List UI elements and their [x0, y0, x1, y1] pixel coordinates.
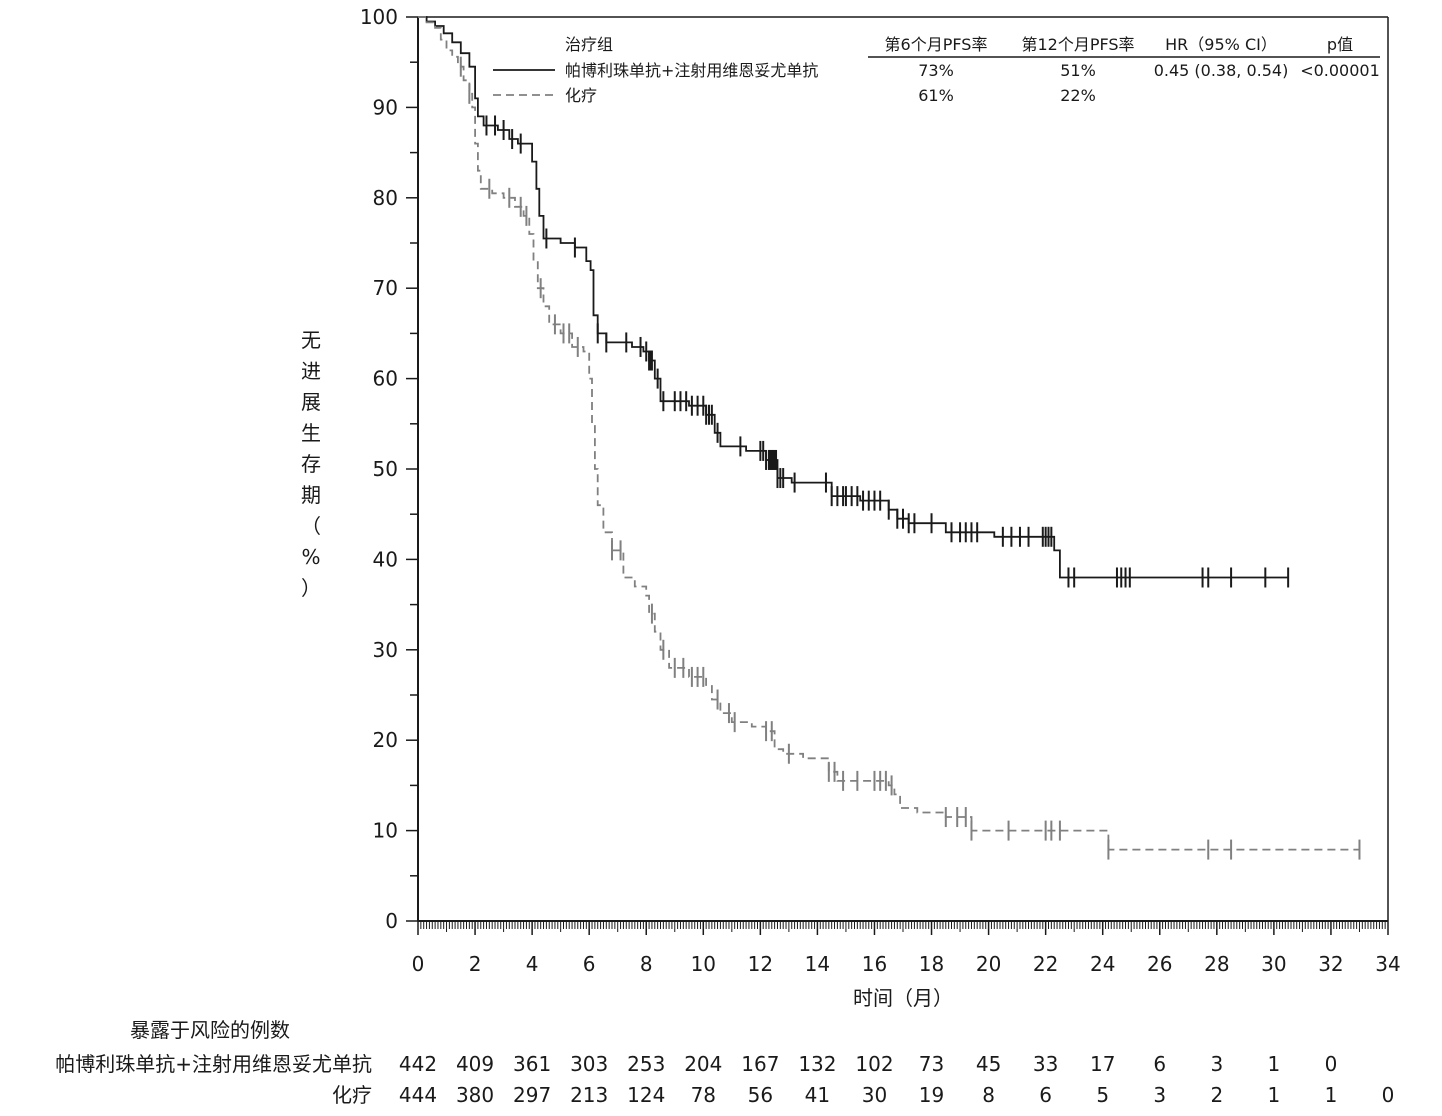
- x-tick-label: 14: [805, 952, 830, 976]
- series-layer: [418, 16, 1361, 860]
- risk-count: 6: [1039, 1083, 1052, 1107]
- x-tick-label: 26: [1147, 952, 1172, 976]
- legend-header-hr: HR（95% CI）: [1165, 35, 1277, 54]
- risk-count: 213: [570, 1083, 608, 1107]
- legend-pfs6-value: 73%: [918, 61, 954, 80]
- legend-pfs6-value: 61%: [918, 86, 954, 105]
- km-curve-dashed: [418, 16, 1360, 851]
- x-tick-label: 16: [862, 952, 887, 976]
- risk-count: 3: [1210, 1052, 1223, 1076]
- risk-count: 17: [1090, 1052, 1115, 1076]
- risk-row-label: 化疗: [332, 1083, 372, 1107]
- risk-count: 56: [748, 1083, 773, 1107]
- risk-count: 204: [684, 1052, 722, 1076]
- x-tick-label: 34: [1375, 952, 1400, 976]
- risk-count: 444: [399, 1083, 437, 1107]
- y-tick-label: 20: [373, 728, 398, 752]
- y-axis-title: 无进展生存期（%）: [301, 328, 321, 600]
- risk-count: 1: [1268, 1052, 1281, 1076]
- risk-count: 380: [456, 1083, 494, 1107]
- y-tick-label: 60: [373, 367, 398, 391]
- legend: 治疗组 第6个月PFS率 第12个月PFS率 HR（95% CI） p值帕博利珠单抗+注…: [493, 35, 1380, 105]
- x-tick-label: 2: [469, 952, 482, 976]
- series-pembrolizumab-ev: [418, 16, 1290, 588]
- series-chemotherapy: [418, 16, 1361, 860]
- risk-count: 124: [627, 1083, 665, 1107]
- risk-count: 297: [513, 1083, 551, 1107]
- risk-count: 442: [399, 1052, 437, 1076]
- y-tick-label: 70: [373, 276, 398, 300]
- x-axis-title: 时间（月）: [853, 986, 953, 1010]
- y-tick-label: 100: [360, 5, 398, 29]
- risk-count: 6: [1153, 1052, 1166, 1076]
- risk-count: 253: [627, 1052, 665, 1076]
- risk-count: 1: [1325, 1083, 1338, 1107]
- legend-pfs12-value: 22%: [1060, 86, 1096, 105]
- risk-count: 73: [919, 1052, 944, 1076]
- x-tick-label: 32: [1318, 952, 1343, 976]
- y-tick-label: 0: [385, 909, 398, 933]
- x-tick-label: 18: [919, 952, 944, 976]
- x-tick-label: 22: [1033, 952, 1058, 976]
- legend-pfs12-value: 51%: [1060, 61, 1096, 80]
- y-tick-label: 80: [373, 186, 398, 210]
- risk-count: 102: [855, 1052, 893, 1076]
- legend-hr-value: 0.45 (0.38, 0.54): [1154, 61, 1289, 80]
- risk-count: 2: [1210, 1083, 1223, 1107]
- risk-count: 0: [1325, 1052, 1338, 1076]
- risk-count: 45: [976, 1052, 1001, 1076]
- legend-series-name: 化疗: [565, 86, 597, 105]
- risk-count: 0: [1382, 1083, 1395, 1107]
- x-tick-label: 20: [976, 952, 1001, 976]
- x-tick-label: 28: [1204, 952, 1229, 976]
- risk-count: 3: [1153, 1083, 1166, 1107]
- legend-series-name: 帕博利珠单抗+注射用维恩妥尤单抗: [565, 61, 818, 80]
- y-tick-label: 30: [373, 638, 398, 662]
- x-tick-label: 24: [1090, 952, 1115, 976]
- y-tick-label: 10: [373, 819, 398, 843]
- km-curve-solid: [418, 16, 1289, 579]
- x-tick-label: 6: [583, 952, 596, 976]
- x-tick-label: 12: [748, 952, 773, 976]
- legend-header-pfs12: 第12个月PFS率: [1021, 35, 1134, 54]
- x-tick-label: 8: [640, 952, 653, 976]
- risk-table-title: 暴露于风险的例数: [130, 1018, 290, 1042]
- x-tick-label: 0: [412, 952, 425, 976]
- risk-count: 33: [1033, 1052, 1058, 1076]
- y-tick-label: 90: [373, 95, 398, 119]
- risk-count: 1: [1268, 1083, 1281, 1107]
- risk-count: 5: [1096, 1083, 1109, 1107]
- risk-count: 167: [741, 1052, 779, 1076]
- risk-count: 409: [456, 1052, 494, 1076]
- risk-count: 303: [570, 1052, 608, 1076]
- risk-count: 30: [862, 1083, 887, 1107]
- legend-p-value: <0.00001: [1300, 61, 1380, 80]
- risk-count: 78: [691, 1083, 716, 1107]
- risk-count: 19: [919, 1083, 944, 1107]
- x-tick-label: 10: [691, 952, 716, 976]
- legend-header-p: p值: [1327, 35, 1353, 54]
- risk-count: 8: [982, 1083, 995, 1107]
- y-tick-label: 50: [373, 457, 398, 481]
- risk-count: 132: [798, 1052, 836, 1076]
- risk-count: 41: [805, 1083, 830, 1107]
- x-tick-label: 30: [1261, 952, 1286, 976]
- risk-row-label: 帕博利珠单抗+注射用维恩妥尤单抗: [55, 1052, 372, 1076]
- x-tick-label: 4: [526, 952, 539, 976]
- legend-header-group: 治疗组: [565, 35, 613, 54]
- risk-count: 361: [513, 1052, 551, 1076]
- y-tick-label: 40: [373, 547, 398, 571]
- legend-header-pfs6: 第6个月PFS率: [885, 35, 988, 54]
